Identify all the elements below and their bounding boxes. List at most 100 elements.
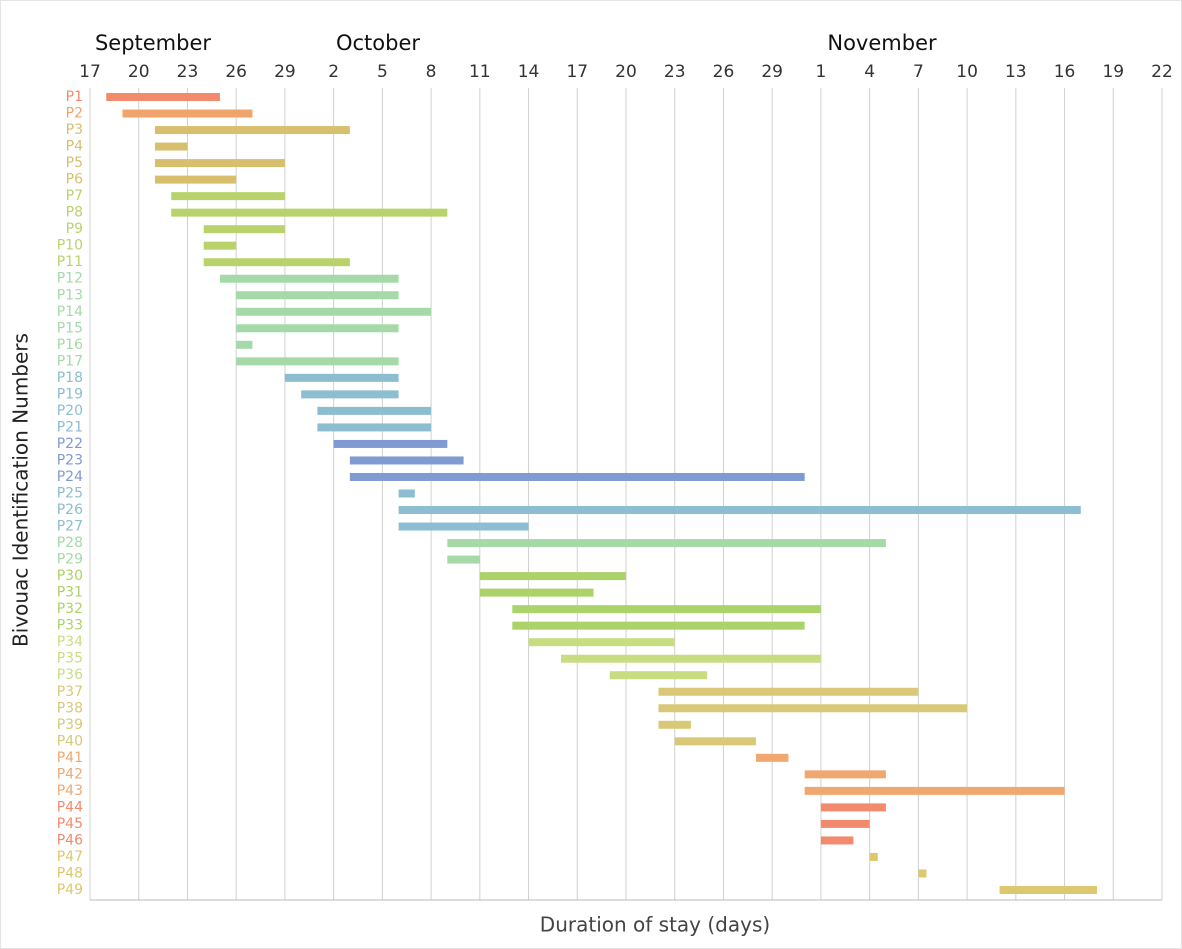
y-tick-label: P6: [66, 172, 83, 188]
y-tick-label: P32: [57, 601, 83, 617]
y-tick-label: P10: [57, 238, 83, 254]
y-tick-label: P40: [57, 733, 83, 749]
bar: [122, 109, 253, 118]
bar: [284, 373, 399, 382]
bar: [674, 737, 756, 746]
bar: [447, 555, 480, 564]
y-tick-label: P17: [57, 353, 83, 369]
bar: [609, 671, 708, 680]
x-axis-title: Duration of stay (days): [540, 913, 770, 937]
bar: [349, 456, 464, 465]
y-tick-label: P9: [66, 221, 83, 237]
y-tick-label: P5: [66, 155, 83, 171]
x-tick-label: 17: [79, 62, 101, 82]
y-tick-label: P13: [57, 287, 83, 303]
bar: [317, 406, 432, 415]
x-tick-label: 16: [1054, 62, 1076, 82]
bar: [171, 192, 285, 201]
x-tick-label: 7: [913, 62, 924, 82]
y-tick-label: P14: [57, 304, 83, 320]
y-tick-label: P49: [57, 882, 83, 898]
y-tick-label: P26: [57, 502, 83, 518]
bar: [869, 852, 878, 861]
bar: [236, 357, 399, 366]
bar: [658, 687, 919, 696]
bar: [154, 142, 188, 151]
y-tick-label: P20: [57, 403, 83, 419]
y-tick-label: P3: [66, 122, 83, 138]
y-tick-label: P27: [57, 519, 83, 535]
x-tick-label: 29: [761, 62, 783, 82]
bar: [658, 720, 691, 729]
y-tick-label: P4: [66, 139, 83, 155]
bar: [203, 225, 285, 234]
bar: [398, 506, 1081, 515]
bar: [398, 489, 415, 498]
y-tick-label: P1: [66, 89, 83, 105]
y-tick-label: P2: [66, 106, 83, 122]
x-tick-label: 11: [469, 62, 491, 82]
x-tick-label: 19: [1102, 62, 1124, 82]
x-tick-label: 17: [566, 62, 588, 82]
bar: [203, 258, 350, 267]
bar: [203, 241, 237, 250]
bar: [219, 274, 399, 283]
x-tick-label: 23: [177, 62, 199, 82]
bar: [804, 786, 1065, 795]
bar: [333, 439, 448, 448]
bar: [804, 770, 886, 779]
y-tick-label: P46: [57, 832, 83, 848]
bar: [512, 621, 805, 630]
y-tick-label: P15: [57, 320, 83, 336]
y-tick-label: P23: [57, 452, 83, 468]
y-tick-label: P44: [57, 799, 83, 815]
y-tick-label: P7: [66, 188, 83, 204]
month-label: November: [827, 31, 937, 55]
y-tick-label: P48: [57, 865, 83, 881]
x-tick-label: 20: [128, 62, 150, 82]
bar: [317, 423, 432, 432]
bar: [820, 803, 886, 812]
bar: [561, 654, 821, 663]
y-tick-label: P19: [57, 386, 83, 402]
bar: [154, 159, 285, 168]
y-tick-label: P31: [57, 585, 83, 601]
x-tick-label: 23: [664, 62, 686, 82]
bar: [106, 93, 220, 101]
y-tick-label: P25: [57, 486, 83, 502]
bar: [820, 819, 870, 828]
x-tick-label: 29: [274, 62, 296, 82]
bar: [236, 291, 399, 300]
y-tick-label: P47: [57, 849, 83, 865]
month-label: September: [95, 31, 211, 55]
bar: [236, 324, 399, 333]
x-tick-label: 1: [815, 62, 826, 82]
x-tick-label: 10: [956, 62, 978, 82]
y-tick-label: P12: [57, 271, 83, 287]
bar: [479, 588, 594, 597]
y-tick-label: P8: [66, 205, 83, 221]
y-tick-label: P11: [57, 254, 83, 270]
y-tick-label: P43: [57, 783, 83, 799]
y-tick-label: P21: [57, 419, 83, 435]
bar: [154, 175, 237, 184]
y-tick-label: P18: [57, 370, 83, 386]
bar: [755, 753, 789, 762]
x-tick-label: 14: [518, 62, 540, 82]
bar: [236, 307, 432, 316]
y-tick-label: P22: [57, 436, 83, 452]
bar: [512, 605, 821, 614]
bar: [479, 572, 626, 581]
bar: [528, 638, 675, 647]
x-tick-label: 2: [328, 62, 339, 82]
x-tick-label: 8: [426, 62, 437, 82]
bar: [658, 704, 968, 713]
bar: [398, 522, 529, 531]
y-tick-label: P33: [57, 618, 83, 634]
y-tick-label: P39: [57, 717, 83, 733]
y-tick-label: P36: [57, 667, 83, 683]
bar: [349, 472, 805, 481]
bar: [301, 390, 399, 399]
bar: [918, 869, 927, 878]
